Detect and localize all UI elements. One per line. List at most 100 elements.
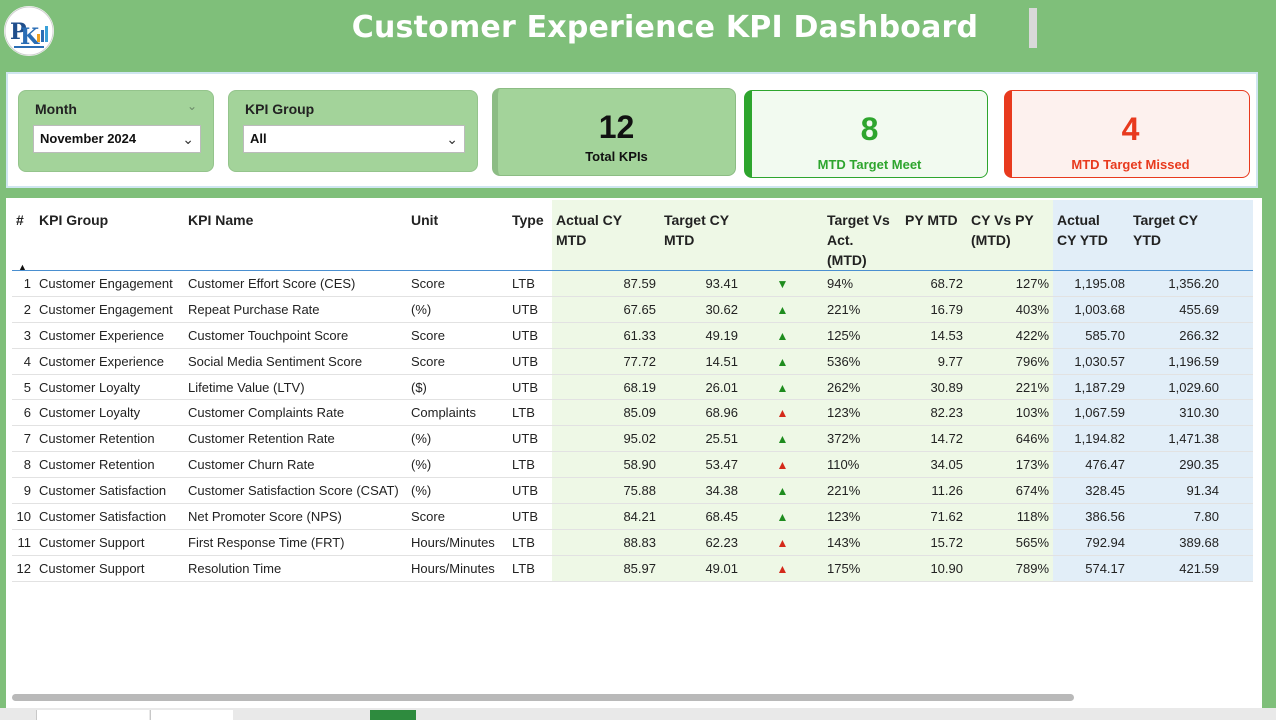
overflow-cell	[1223, 322, 1253, 349]
table-row[interactable]: 9 Customer Satisfaction Customer Satisfact…	[12, 477, 1253, 505]
py-mtd-cell: 34.05	[901, 451, 967, 479]
overflow-cell	[1223, 425, 1253, 453]
status-icon-cell: ▲	[742, 399, 823, 427]
type-cell: UTB	[508, 348, 552, 375]
table-row[interactable]: 5 Customer Loyalty Lifetime Value (LTV) ($)…	[12, 374, 1253, 401]
triangle-up-green-icon: ▲	[776, 354, 789, 369]
target-vs-act-cell: 94%	[823, 270, 901, 297]
kpi-name-cell: Customer Churn Rate	[184, 451, 407, 479]
col-header-kpi-group[interactable]: KPI Group	[35, 200, 184, 271]
target-cy-ytd-cell: 1,356.20	[1129, 270, 1223, 297]
kpi-group-cell: Customer Loyalty	[35, 399, 184, 427]
kpi-name-cell: First Response Time (FRT)	[184, 529, 407, 556]
target-cy-ytd-cell: 7.80	[1129, 503, 1223, 530]
target-cy-mtd-cell: 93.41	[660, 270, 742, 297]
kpi-name-cell: Customer Touchpoint Score	[184, 322, 407, 349]
col-header-target-cy-mtd[interactable]: Target CY MTD	[660, 200, 742, 271]
table-row[interactable]: 6 Customer Loyalty Customer Complaints Rat…	[12, 399, 1253, 427]
sheet-tab[interactable]	[150, 710, 233, 720]
header-line: MTD	[664, 232, 695, 248]
py-mtd-cell: 30.89	[901, 374, 967, 401]
kpi-name-cell: Customer Complaints Rate	[184, 399, 407, 427]
svg-text:P: P	[10, 19, 27, 45]
col-header-actual-cy-mtd[interactable]: Actual CY MTD	[552, 200, 660, 271]
col-header-cy-vs-py[interactable]: CY Vs PY (MTD)	[967, 200, 1053, 271]
mtd-target-meet-label: MTD Target Meet	[817, 157, 922, 172]
table-row[interactable]: 3 Customer Experience Customer Touchpoint …	[12, 322, 1253, 349]
month-dropdown[interactable]: November 2024 ⌄	[33, 125, 201, 153]
unit-cell: (%)	[407, 477, 508, 505]
type-cell: UTB	[508, 503, 552, 530]
table-row[interactable]: 8 Customer Retention Customer Churn Rate (…	[12, 451, 1253, 479]
col-header-unit[interactable]: Unit	[407, 200, 508, 271]
target-cy-ytd-cell: 1,029.60	[1129, 374, 1223, 401]
kpi-table-body: 1 Customer Engagement Customer Effort Scor…	[12, 270, 1253, 582]
target-cy-mtd-cell: 68.45	[660, 503, 742, 530]
row-number: 10	[12, 503, 35, 530]
col-header-target-cy-ytd[interactable]: Target CY YTD	[1129, 200, 1223, 271]
col-header-kpi-name[interactable]: KPI Name	[184, 200, 407, 271]
sheet-tab[interactable]	[36, 710, 149, 720]
sheet-tab-active[interactable]	[370, 710, 416, 720]
unit-cell: (%)	[407, 451, 508, 479]
header-line: Actual	[1057, 212, 1100, 228]
row-number: 1	[12, 270, 35, 297]
table-row[interactable]: 10 Customer Satisfaction Net Promoter Scor…	[12, 503, 1253, 530]
unit-cell: Complaints	[407, 399, 508, 427]
status-icon-cell: ▲	[742, 374, 823, 401]
target-cy-ytd-cell: 310.30	[1129, 399, 1223, 427]
target-vs-act-cell: 221%	[823, 477, 901, 505]
kpi-name-cell: Repeat Purchase Rate	[184, 296, 407, 323]
kpi-group-slicer-title: KPI Group	[245, 101, 315, 117]
overflow-cell	[1223, 503, 1253, 530]
overflow-cell	[1223, 270, 1253, 297]
table-row[interactable]: 12 Customer Support Resolution Time Hours/M…	[12, 555, 1253, 582]
target-cy-mtd-cell: 53.47	[660, 451, 742, 479]
col-header-py-mtd[interactable]: PY MTD	[901, 200, 967, 271]
type-cell: LTB	[508, 451, 552, 479]
kpi-group-dropdown[interactable]: All ⌄	[243, 125, 465, 153]
mtd-target-missed-label: MTD Target Missed	[1071, 157, 1190, 172]
type-cell: UTB	[508, 425, 552, 453]
triangle-down-icon: ▼	[776, 276, 789, 291]
kpi-name-cell: Social Media Sentiment Score	[184, 348, 407, 375]
actual-cy-mtd-cell: 88.83	[552, 529, 660, 556]
kpi-table-panel: # KPI Group KPI Name Unit Type Actual CY…	[6, 198, 1262, 708]
table-row[interactable]: 11 Customer Support First Response Time (F…	[12, 529, 1253, 556]
triangle-up-green-icon: ▲	[776, 328, 789, 343]
type-cell: UTB	[508, 296, 552, 323]
col-header-target-vs-act[interactable]: Target Vs Act. (MTD)	[823, 200, 901, 271]
actual-cy-mtd-cell: 67.65	[552, 296, 660, 323]
col-header-actual-cy-ytd[interactable]: Actual CY YTD	[1053, 200, 1129, 271]
target-cy-mtd-cell: 30.62	[660, 296, 742, 323]
target-cy-mtd-cell: 25.51	[660, 425, 742, 453]
overflow-cell	[1223, 348, 1253, 375]
triangle-up-green-icon: ▲	[776, 484, 789, 499]
col-header-type[interactable]: Type	[508, 200, 552, 271]
target-vs-act-cell: 372%	[823, 425, 901, 453]
table-row[interactable]: 4 Customer Experience Social Media Sentime…	[12, 348, 1253, 375]
col-header-num[interactable]: #	[12, 200, 35, 271]
actual-cy-ytd-cell: 1,003.68	[1053, 296, 1129, 323]
actual-cy-mtd-cell: 95.02	[552, 425, 660, 453]
unit-cell: Score	[407, 503, 508, 530]
cy-vs-py-cell: 674%	[967, 477, 1053, 505]
actual-cy-ytd-cell: 574.17	[1053, 555, 1129, 582]
actual-cy-ytd-cell: 476.47	[1053, 451, 1129, 479]
triangle-up-green-icon: ▲	[776, 302, 789, 317]
status-icon-cell: ▲	[742, 451, 823, 479]
horizontal-scrollbar[interactable]	[12, 694, 1074, 701]
total-kpis-card: 12 Total KPIs	[492, 88, 736, 176]
status-icon-cell: ▲	[742, 529, 823, 556]
sheet-tab-strip	[0, 708, 1276, 720]
table-row[interactable]: 1 Customer Engagement Customer Effort Scor…	[12, 270, 1253, 297]
sort-ascending-icon[interactable]: ▲	[18, 262, 27, 272]
table-row[interactable]: 2 Customer Engagement Repeat Purchase Rate…	[12, 296, 1253, 323]
dashboard-header: P K Customer Experience KPI Dashboard	[0, 0, 1276, 62]
target-cy-ytd-cell: 290.35	[1129, 451, 1223, 479]
table-row[interactable]: 7 Customer Retention Customer Retention Ra…	[12, 425, 1253, 453]
overflow-cell	[1223, 399, 1253, 427]
header-line: Actual CY	[556, 212, 623, 228]
cy-vs-py-cell: 565%	[967, 529, 1053, 556]
chevron-down-icon[interactable]: ⌄	[187, 99, 198, 113]
